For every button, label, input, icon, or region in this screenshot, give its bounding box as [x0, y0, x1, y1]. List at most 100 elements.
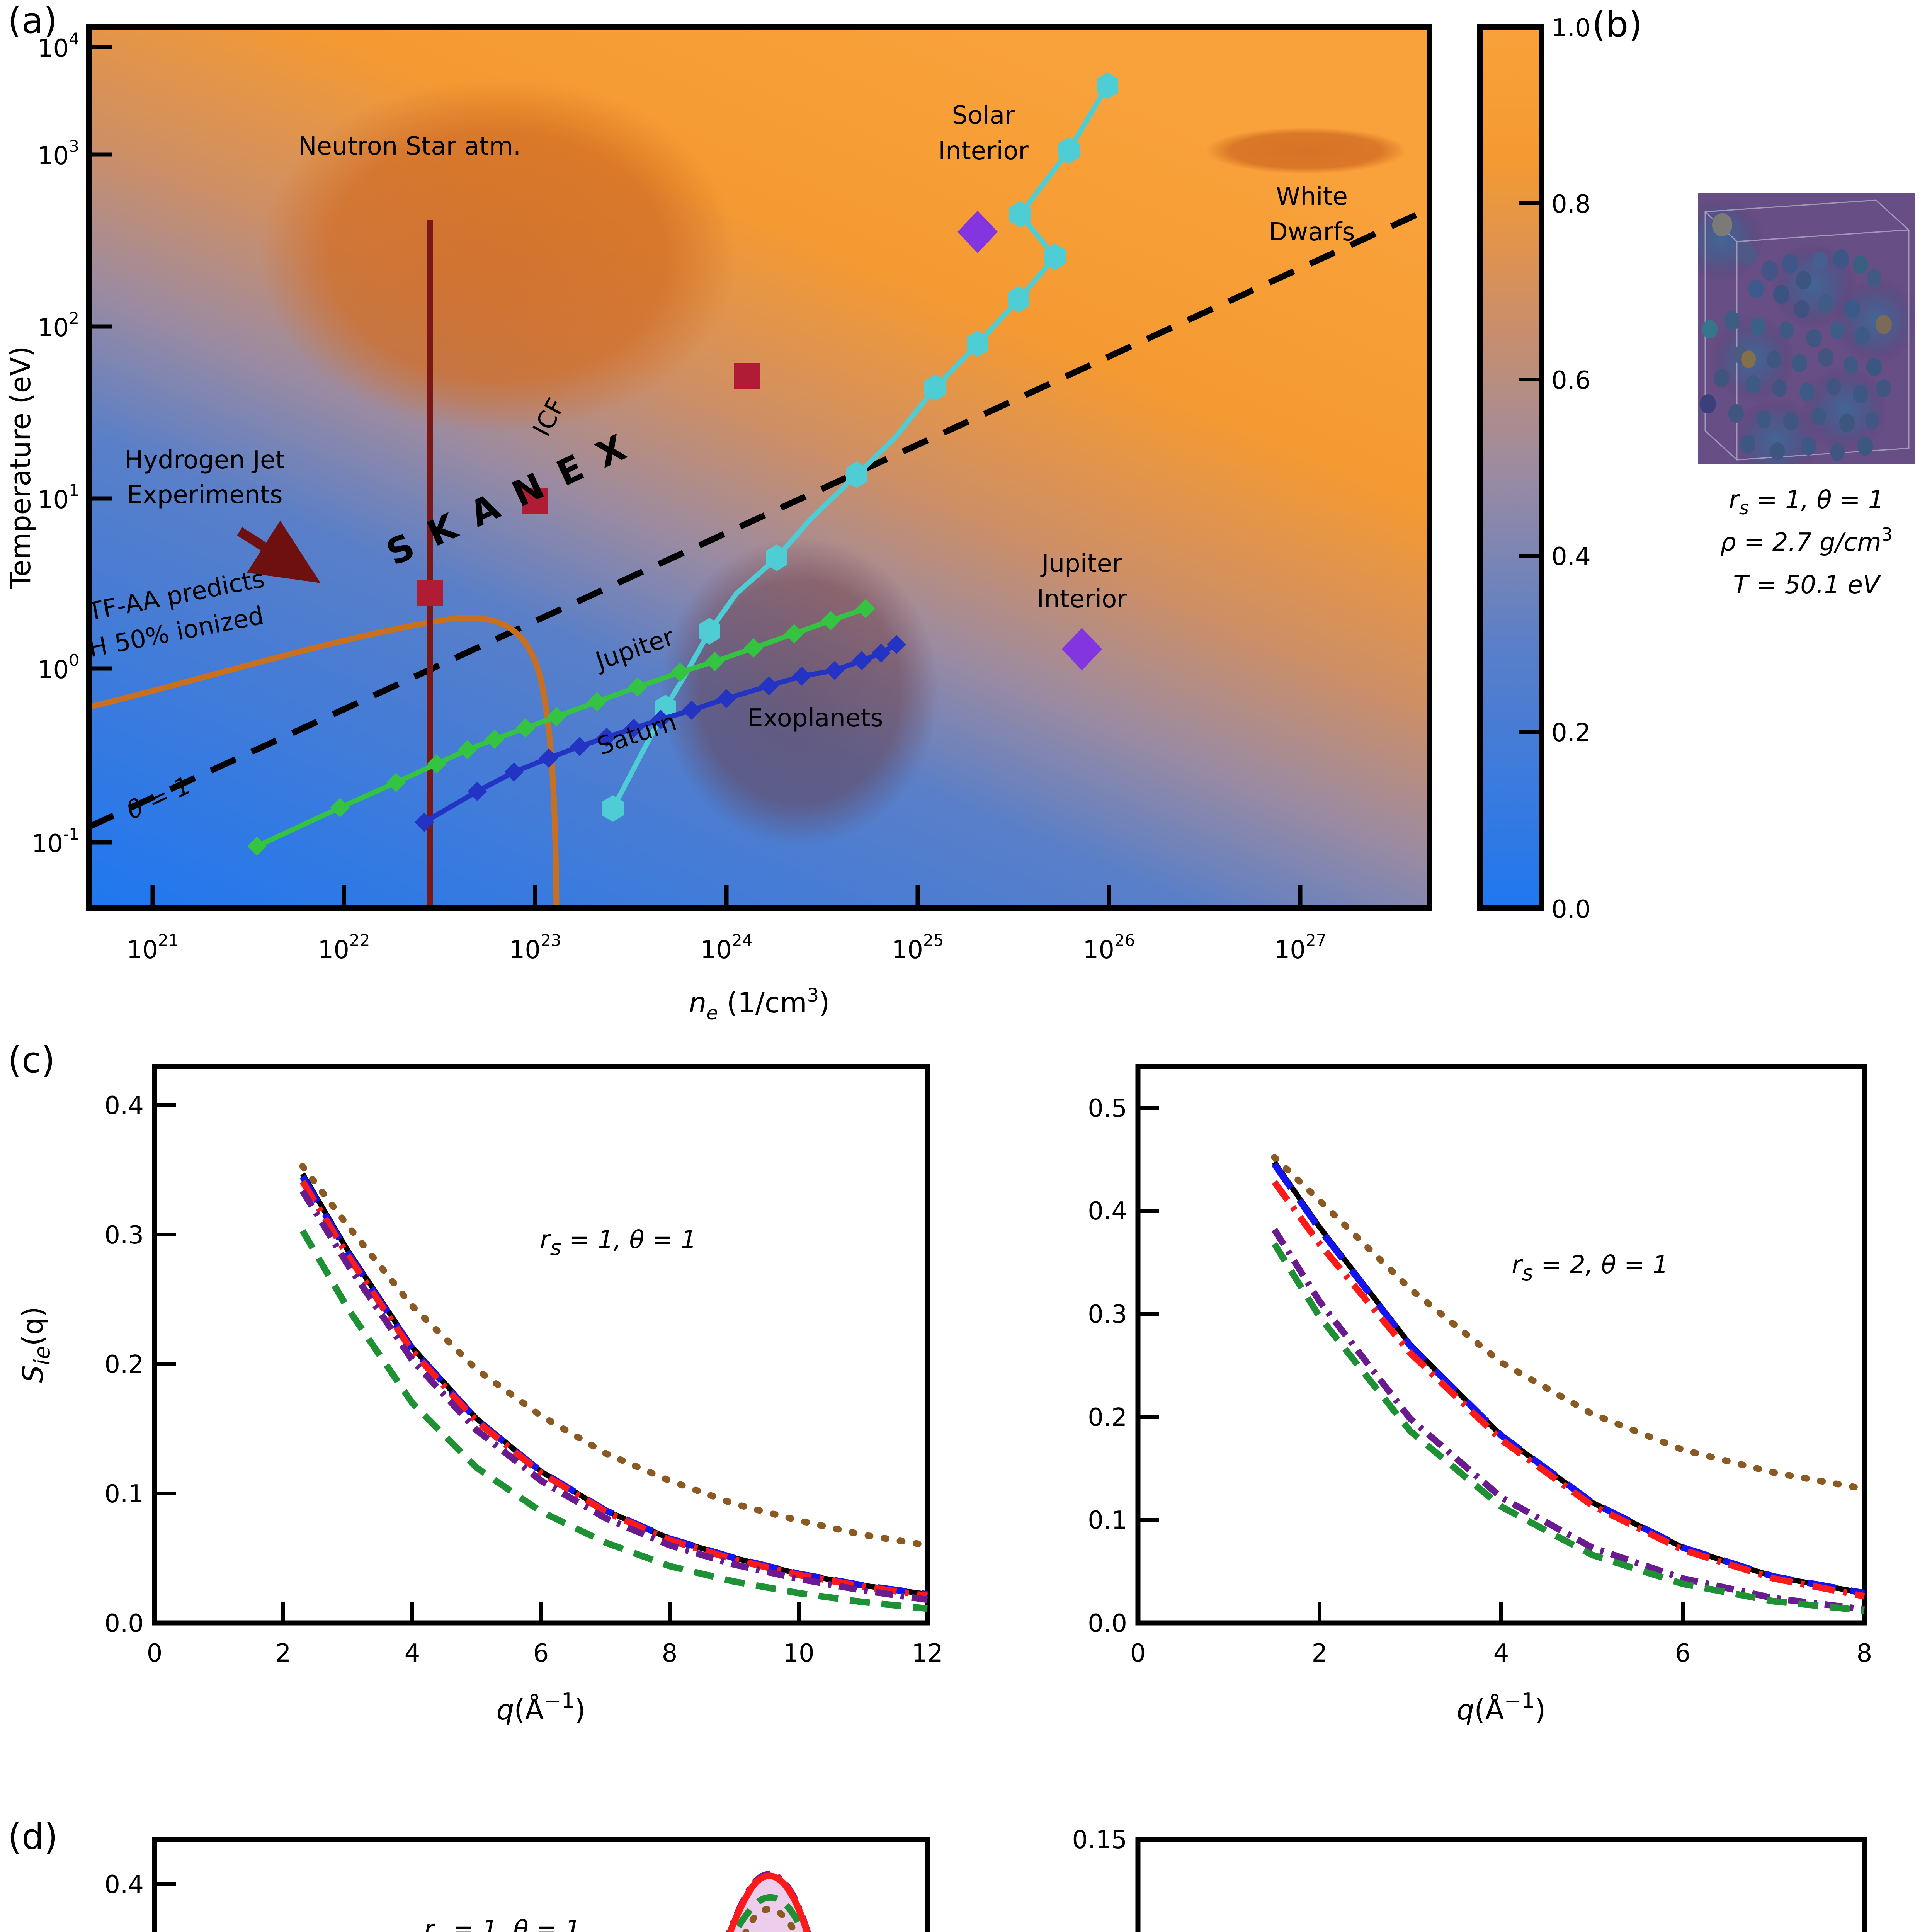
marker-solar-interior [957, 211, 998, 253]
label-hydrogen-jet-line2: Experiments [127, 481, 282, 509]
panel-b: n/n₀ 0 10 [1584, 0, 1932, 947]
panel-a-frame [86, 24, 1432, 911]
c1-xtick-0: 0 [147, 1639, 163, 1668]
c2-xaxis-label: q(Å−1) [1457, 1689, 1546, 1726]
c1-xtick-4: 8 [662, 1639, 678, 1668]
marker-jupiter-interior [1062, 628, 1102, 670]
tf-aa-ionization-contour [89, 615, 560, 908]
c2-curve-ofdft-tf [1271, 1154, 1868, 1492]
label-solar-line2: Interior [938, 137, 1029, 165]
c2-curve-ofdft-lktf [1271, 1242, 1865, 1614]
c1-curve-ofdft-xwmf [299, 1189, 928, 1603]
series-skanex-markers [417, 363, 760, 606]
c1-xtick-5: 10 [783, 1639, 814, 1668]
c2-ytick-5: 0.5 [1088, 1094, 1127, 1123]
d1-title: rs = 1, θ = 1 [424, 1915, 580, 1932]
label-exoplanets: Exoplanets [747, 704, 883, 733]
panel-a-xticks [150, 885, 1303, 908]
panel-c-letter: (c) [8, 1039, 55, 1081]
c2-curve-ofdft-skanex [1272, 1180, 1865, 1600]
panel-a-xaxis-label: ne (1/cm3) [689, 985, 830, 1024]
panel-a-colorbar [1477, 24, 1544, 911]
svg-text:0.4: 0.4 [1551, 543, 1591, 571]
svg-text:101: 101 [37, 481, 79, 514]
c2-ytick-0: 0.0 [1088, 1609, 1127, 1638]
label-jupiter-interior-line1: Jupiter [1040, 549, 1122, 578]
panel-d-letter: (d) [8, 1816, 58, 1857]
c1-ytick-0: 0.0 [104, 1609, 144, 1638]
panel-a-svg: 1021 1022 1023 1024 1025 1026 1027 10-1 … [4, 14, 1591, 1024]
c2-ytick-2: 0.2 [1088, 1403, 1127, 1432]
region-exoplanets [661, 537, 939, 846]
panel-a: 1021 1022 1023 1024 1025 1026 1027 10-1 … [0, 0, 1591, 1043]
region-neutron-star-atm [259, 77, 738, 433]
svg-text:1021: 1021 [127, 931, 179, 964]
c2-xtick-0: 0 [1130, 1639, 1146, 1668]
panel-a-yticks [89, 45, 112, 845]
panel-a-colorbar-ticks [1519, 201, 1542, 734]
c2-title: rs = 2, θ = 1 [1512, 1251, 1668, 1286]
svg-text:103: 103 [37, 137, 79, 170]
c2-ytick-1: 0.1 [1088, 1506, 1127, 1535]
panel-a-colorbar-ticklabels: 0.0 0.2 0.4 0.6 0.8 1.0 [1551, 14, 1591, 924]
c1-xtick-2: 4 [405, 1639, 420, 1668]
panel-d-subplot-2: 0 1 2 3 4 5 0.00 0.03 0.06 0.09 0.12 0.1… [1072, 1826, 1867, 1932]
d1-ytick-4: 0.4 [104, 1871, 144, 1899]
svg-text:1024: 1024 [701, 931, 753, 964]
c1-ytick-3: 0.3 [104, 1221, 144, 1250]
c1-curve-ofdft-lktf [299, 1229, 928, 1612]
series-jupiter-markers [247, 599, 875, 856]
svg-text:1022: 1022 [318, 931, 370, 964]
panel-b-captions: rs = 1, θ = 1 ρ = 2.7 g/cm3 T = 50.1 eV … [1720, 486, 1893, 599]
region-white-dwarfs [1206, 128, 1406, 174]
c1-xtick-1: 2 [276, 1639, 291, 1668]
series-saturn-markers [415, 635, 906, 832]
label-neutron-star-atm: Neutron Star atm. [298, 132, 521, 161]
panel-c: 0 2 4 6 8 10 12 0.0 0.1 0.2 0.3 0.4 rs =… [0, 1039, 1932, 1808]
series-saturn-line [423, 642, 898, 825]
panel-b-cell-1-image [1698, 193, 1915, 464]
theta-equals-one-line [89, 206, 1430, 830]
svg-text:1023: 1023 [509, 931, 561, 964]
svg-text:0.8: 0.8 [1551, 190, 1591, 219]
c1-title: rs = 1, θ = 1 [540, 1226, 696, 1260]
c2-xtick-3: 6 [1675, 1639, 1691, 1668]
svg-text:0.0: 0.0 [1551, 895, 1591, 924]
c2-ytick-4: 0.4 [1088, 1197, 1127, 1226]
svg-text:1026: 1026 [1083, 931, 1135, 964]
c1-ytick-2: 0.2 [104, 1350, 144, 1379]
panel-a-xticklabels: 1021 1022 1023 1024 1025 1026 1027 [127, 931, 1327, 964]
c1-xaxis-label: q(Å−1) [497, 1689, 586, 1726]
svg-text:10-1: 10-1 [32, 825, 79, 858]
c1-xtick-3: 6 [533, 1639, 549, 1668]
label-white-dwarfs-line1: White [1276, 182, 1348, 211]
panel-c-subplot-1: 0 2 4 6 8 10 12 0.0 0.1 0.2 0.3 0.4 rs =… [17, 1064, 943, 1726]
cell1-density-label: ρ = 2.7 g/cm3 [1720, 524, 1893, 557]
panel-d-svg: 0 1 2 3 4 0.0 0.1 0.2 0.3 0.4 rs = 1, θ … [104, 1826, 1867, 1932]
c1-ytick-4: 0.4 [104, 1092, 144, 1120]
panel-c-subplot-2: 0 2 4 6 8 0.0 0.1 0.2 0.3 0.4 0.5 rs = 2… [1088, 1064, 1872, 1726]
panel-d-subplot-1: 0 1 2 3 4 0.0 0.1 0.2 0.3 0.4 rs = 1, θ … [104, 1837, 930, 1932]
svg-text:0.6: 0.6 [1551, 366, 1591, 395]
label-jupiter-interior-line2: Interior [1037, 585, 1127, 614]
svg-text:100: 100 [37, 651, 79, 684]
panel-b-letter: (b) [1592, 4, 1643, 45]
svg-text:102: 102 [37, 309, 79, 342]
hydrogen-jet-arrow [237, 520, 321, 583]
svg-text:1.0: 1.0 [1551, 14, 1591, 43]
c2-curve-ofdft-xwmf [1271, 1228, 1865, 1613]
label-solar-line1: Solar [952, 101, 1015, 130]
label-white-dwarfs-line2: Dwarfs [1269, 218, 1355, 247]
c2-xtick-2: 4 [1493, 1639, 1509, 1668]
c1-xtick-6: 12 [912, 1639, 943, 1668]
c2-xtick-1: 2 [1312, 1639, 1328, 1668]
series-jupiter-line [256, 606, 867, 849]
c2-xtick-4: 8 [1857, 1639, 1872, 1668]
panel-c-yaxis-label: Sie(q) [17, 1306, 55, 1383]
c2-ytick-3: 0.3 [1088, 1300, 1127, 1329]
panel-a-yaxis-label: Temperature (eV) [4, 346, 37, 590]
cell1-temperature-label: T = 50.1 eV [1733, 571, 1881, 599]
panel-a-yticklabels: 10-1 100 101 102 103 104 [32, 29, 79, 858]
svg-text:0.2: 0.2 [1551, 719, 1591, 747]
